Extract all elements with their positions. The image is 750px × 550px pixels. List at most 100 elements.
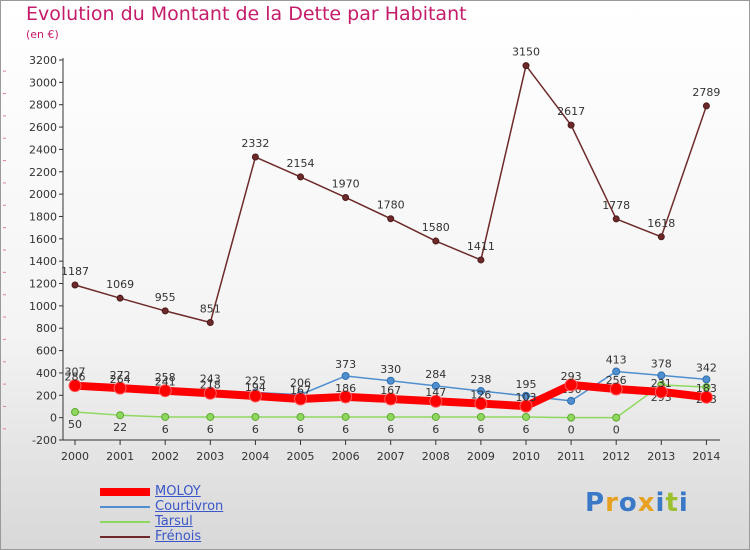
- data-label-courtivron: 284: [425, 368, 446, 381]
- y-tick-label: 1200: [29, 278, 57, 291]
- data-point-tarsul: [567, 413, 576, 422]
- data-point-courtivron: [612, 367, 621, 376]
- y-tick-label: 0: [50, 412, 57, 425]
- y-tick-label: 2200: [29, 166, 57, 179]
- legend-swatch: [100, 505, 150, 508]
- data-label-courtivron: 307: [65, 365, 86, 378]
- data-point-frenois: [297, 173, 304, 181]
- data-point-frenois: [387, 215, 395, 223]
- data-label-courtivron: 195: [516, 378, 537, 391]
- data-point-frenois: [116, 294, 124, 302]
- data-label-tarsul: 6: [523, 423, 530, 436]
- data-label-courtivron: 342: [696, 361, 717, 374]
- legend-swatch: [100, 487, 150, 496]
- data-point-courtivron: [522, 391, 530, 400]
- data-point-frenois: [612, 215, 620, 223]
- data-point-tarsul: [386, 412, 395, 421]
- data-label-moloy: 264: [110, 373, 131, 386]
- data-point-tarsul: [702, 383, 711, 392]
- x-tick-label: 2005: [287, 450, 315, 463]
- data-point-moloy: [609, 382, 623, 396]
- data-label-moloy: 126: [470, 389, 491, 402]
- data-point-courtivron: [341, 371, 350, 380]
- data-label-moloy: 167: [380, 384, 401, 397]
- data-label-courtivron: 330: [380, 363, 401, 376]
- data-point-courtivron: [657, 371, 666, 380]
- y-tick-label: 2800: [29, 99, 57, 112]
- x-tick-label: 2010: [512, 450, 540, 463]
- y-tick-label: 3000: [29, 76, 57, 89]
- data-point-frenois: [251, 153, 259, 161]
- data-point-moloy: [429, 394, 443, 408]
- x-tick-label: 2004: [241, 450, 269, 463]
- logo-letter: x: [637, 488, 656, 518]
- chart-unit-label: (en €): [26, 28, 59, 41]
- data-point-moloy: [564, 378, 578, 392]
- data-label-moloy: 183: [696, 382, 717, 395]
- data-label-frenois: 1187: [61, 265, 89, 278]
- x-tick-label: 2002: [151, 450, 179, 463]
- data-label-tarsul: 6: [432, 423, 439, 436]
- data-label-frenois: 3150: [512, 46, 540, 59]
- data-point-frenois: [567, 121, 575, 129]
- x-tick-label: 2000: [61, 450, 89, 463]
- x-tick-label: 2014: [692, 450, 720, 463]
- data-label-tarsul: 50: [68, 418, 82, 431]
- data-point-moloy: [519, 399, 533, 413]
- data-label-moloy: 241: [155, 376, 176, 389]
- data-label-frenois: 2154: [287, 157, 315, 170]
- data-point-moloy: [203, 386, 217, 400]
- data-label-moloy: 186: [335, 382, 356, 395]
- data-point-courtivron: [476, 387, 485, 396]
- x-tick-label: 2009: [467, 450, 495, 463]
- data-point-moloy: [339, 390, 353, 404]
- y-tick-label: 1400: [29, 255, 57, 268]
- data-point-tarsul: [116, 411, 125, 420]
- data-label-frenois: 1618: [647, 217, 675, 230]
- data-point-courtivron: [431, 381, 440, 390]
- data-point-tarsul: [206, 412, 215, 421]
- data-label-moloy: 256: [606, 374, 627, 387]
- data-label-frenois: 1778: [602, 199, 630, 212]
- data-label-courtivron: 258: [155, 371, 176, 384]
- chart-title: Evolution du Montant de la Dette par Hab…: [26, 3, 467, 25]
- x-tick-label: 2003: [196, 450, 224, 463]
- data-label-frenois: 955: [155, 291, 176, 304]
- chart-legend: MOLOY Courtivron Tarsul Frénois: [100, 484, 223, 544]
- data-point-tarsul: [522, 412, 530, 421]
- y-tick-label: 1000: [29, 300, 57, 313]
- data-point-moloy: [654, 385, 668, 399]
- legend-label: MOLOY: [155, 484, 201, 499]
- y-tick-label: 400: [36, 367, 57, 380]
- y-tick-label: 2600: [29, 121, 57, 134]
- data-label-moloy: 286: [65, 371, 86, 384]
- data-point-tarsul: [476, 412, 485, 421]
- data-label-moloy: 218: [200, 378, 221, 391]
- legend-swatch: [100, 535, 150, 538]
- legend-item: Frénois: [100, 529, 223, 544]
- data-point-courtivron: [702, 375, 711, 384]
- data-label-frenois: 2617: [557, 105, 585, 118]
- data-label-frenois: 1780: [377, 199, 405, 212]
- x-tick-label: 2008: [422, 450, 450, 463]
- data-label-moloy: 147: [425, 386, 446, 399]
- legend-item: MOLOY: [100, 484, 223, 499]
- data-point-tarsul: [71, 408, 79, 417]
- x-tick-label: 2013: [647, 450, 675, 463]
- logo-letter: P: [585, 488, 606, 518]
- logo-letter: i: [678, 488, 689, 518]
- legend-label: Tarsul: [155, 514, 193, 529]
- data-label-moloy: 293: [561, 370, 582, 383]
- logo-letter: r: [605, 488, 619, 518]
- data-label-courtivron: 206: [290, 377, 311, 390]
- legend-label: Courtivron: [155, 499, 224, 514]
- data-label-frenois: 851: [200, 303, 221, 316]
- legend-item: Tarsul: [100, 514, 223, 529]
- y-tick-label: 800: [36, 322, 57, 335]
- y-tick-label: 3200: [29, 54, 57, 67]
- data-point-tarsul: [161, 412, 170, 421]
- data-point-moloy: [474, 397, 488, 411]
- data-point-tarsul: [341, 412, 350, 421]
